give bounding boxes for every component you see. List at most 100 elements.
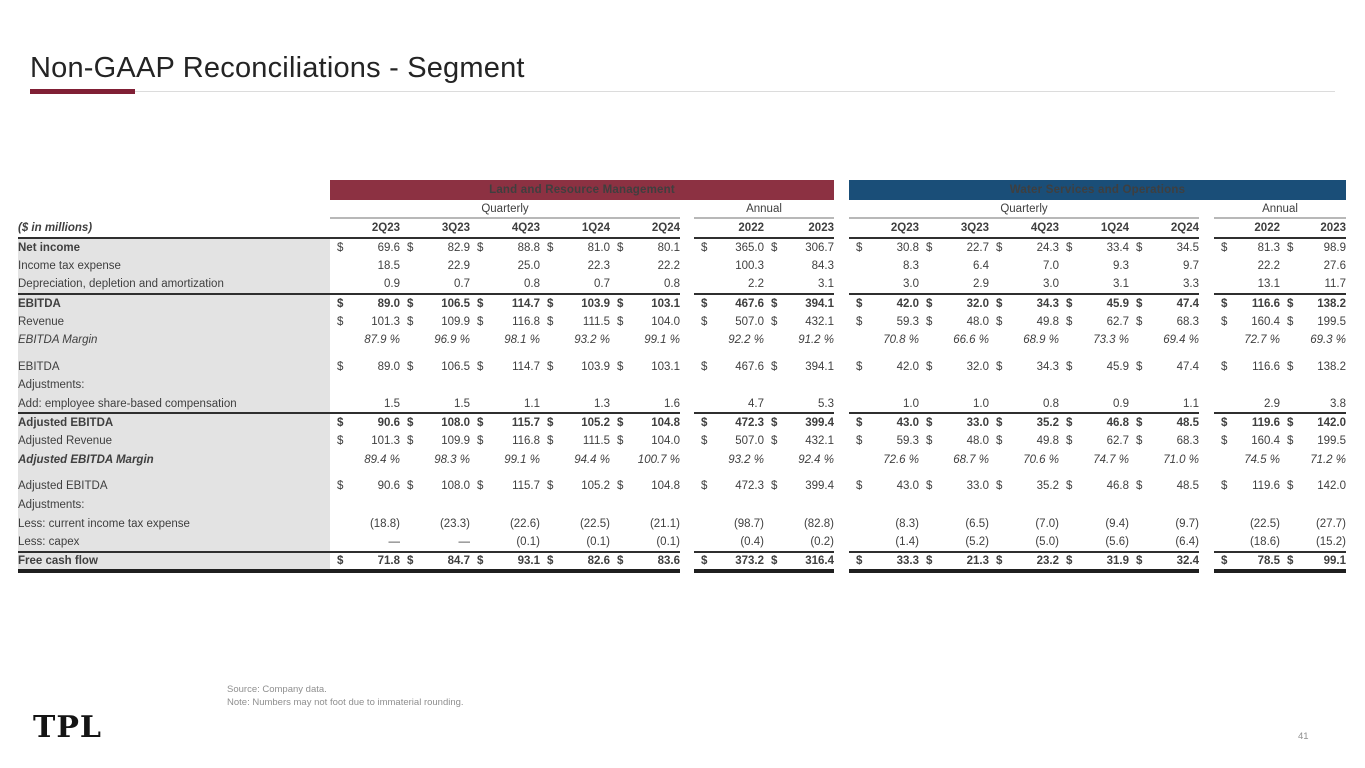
dollar-sign: $ [477, 360, 484, 373]
table-row: Less: capex — — (0.1) (0.1) (0.1) (0.4) (0.2) (1… [18, 532, 1346, 553]
value-cell: $48.5 [1136, 417, 1199, 430]
value-cell: 84.3 [811, 259, 834, 272]
column-header: 4Q23 [470, 218, 540, 239]
dollar-sign: $ [771, 241, 778, 254]
dollar-sign: $ [1221, 241, 1228, 254]
value-cell: $104.0 [617, 435, 680, 448]
value-cell: (5.0) [989, 532, 1059, 553]
value-cell: $142.0 [1287, 417, 1346, 430]
tpl-logo: TPL [33, 710, 102, 745]
value-cell: (23.3) [439, 517, 470, 530]
value-cell: $22.7 [926, 241, 989, 254]
dollar-sign: $ [407, 417, 414, 430]
value-cell: $507.0 [701, 435, 764, 448]
value-cell [694, 376, 764, 395]
value-cell: $48.5 [1136, 480, 1199, 493]
value-cell: (22.5) [1249, 517, 1280, 530]
dollar-sign: $ [337, 480, 344, 493]
value-cell: $119.6 [1221, 417, 1280, 430]
dollar-sign: $ [1221, 417, 1228, 430]
value-cell: 0.7 [540, 275, 610, 295]
value-cell [919, 376, 989, 395]
value-cell [1214, 376, 1280, 395]
segment-gap [834, 180, 849, 200]
dollar-sign: $ [926, 241, 933, 254]
row-label: Revenue [18, 312, 330, 331]
dollar-sign: $ [1221, 297, 1228, 310]
value-cell: $138.2 [1287, 360, 1346, 373]
dollar-sign: $ [617, 417, 624, 430]
value-cell [330, 496, 400, 515]
value-cell: (9.7) [1175, 517, 1199, 530]
value-cell: 93.2 % [574, 334, 610, 347]
value-cell: $432.1 [771, 315, 834, 328]
value-cell: (22.6) [509, 517, 540, 530]
column-header: 4Q23 [989, 218, 1059, 239]
value-cell: 2.2 [694, 275, 764, 295]
value-cell: $432.1 [771, 435, 834, 448]
value-cell: $472.3 [701, 417, 764, 430]
table-row: Revenue $101.3 $109.9 $116.8 $111.5 $104.0 $50… [18, 312, 1346, 331]
value-cell: 9.3 [1113, 259, 1129, 272]
dollar-sign: $ [771, 554, 778, 567]
value-cell: 74.5 % [1244, 453, 1280, 466]
value-cell: $199.5 [1287, 435, 1346, 448]
value-cell: 89.4 % [364, 453, 400, 466]
dollar-sign: $ [926, 297, 933, 310]
title-rule [30, 91, 1335, 92]
value-cell [1280, 496, 1346, 515]
dollar-sign: $ [1066, 480, 1073, 493]
value-cell: $68.3 [1136, 315, 1199, 328]
value-cell: — [400, 532, 470, 553]
value-cell: $105.2 [547, 417, 610, 430]
value-cell: $106.5 [407, 360, 470, 373]
value-cell: (82.8) [803, 517, 834, 530]
column-header: 3Q23 [919, 218, 989, 239]
dollar-sign: $ [617, 554, 624, 567]
table-row: Income tax expense 18.5 22.9 25.0 22.3 22.2 10… [18, 256, 1346, 276]
row-label: Free cash flow [18, 551, 330, 572]
dollar-sign: $ [1287, 554, 1294, 567]
value-cell [330, 376, 400, 395]
value-cell: $373.2 [694, 551, 764, 572]
table-row: Adjusted Revenue $101.3 $109.9 $116.8 $111.5… [18, 431, 1346, 451]
value-cell: $108.0 [407, 480, 470, 493]
value-cell: (5.2) [919, 532, 989, 553]
table-row: Less: current income tax expense (18.8) (2… [18, 514, 1346, 533]
value-cell [540, 496, 610, 515]
value-cell: 87.9 % [364, 334, 400, 347]
dollar-sign: $ [547, 315, 554, 328]
value-cell: 25.0 [517, 259, 540, 272]
value-cell: 74.7 % [1093, 453, 1129, 466]
value-cell: $32.0 [926, 297, 989, 310]
page-number: 41 [1298, 731, 1309, 742]
value-cell: $31.9 [1059, 551, 1129, 572]
dollar-sign: $ [701, 435, 708, 448]
value-cell: $394.1 [771, 297, 834, 310]
value-cell: $33.0 [926, 417, 989, 430]
value-cell: 93.2 % [728, 453, 764, 466]
table-row: Adjusted EBITDA $90.6 $108.0 $115.7 $105.2 $1… [18, 477, 1346, 496]
value-cell: $160.4 [1221, 435, 1280, 448]
value-cell: $81.3 [1221, 241, 1280, 254]
value-cell: 1.6 [610, 394, 680, 415]
value-cell: 91.2 % [798, 334, 834, 347]
value-cell: 22.9 [447, 259, 470, 272]
value-cell: $32.0 [926, 360, 989, 373]
dollar-sign: $ [1136, 360, 1143, 373]
dollar-sign: $ [337, 297, 344, 310]
page-title: Non-GAAP Reconciliations - Segment [30, 52, 525, 84]
value-cell: (0.4) [694, 532, 764, 553]
value-cell: 22.2 [1257, 259, 1280, 272]
value-cell [764, 496, 834, 515]
value-cell: $59.3 [856, 435, 919, 448]
row-label: EBITDA Margin [18, 330, 330, 350]
value-cell [400, 376, 470, 395]
value-cell: $116.8 [477, 315, 540, 328]
dollar-sign: $ [547, 297, 554, 310]
value-cell: 27.6 [1323, 259, 1346, 272]
value-cell: 73.3 % [1093, 334, 1129, 347]
dollar-sign: $ [701, 417, 708, 430]
rounding-note: Note: Numbers may not foot due to immate… [227, 696, 464, 708]
value-cell: 71.2 % [1310, 453, 1346, 466]
